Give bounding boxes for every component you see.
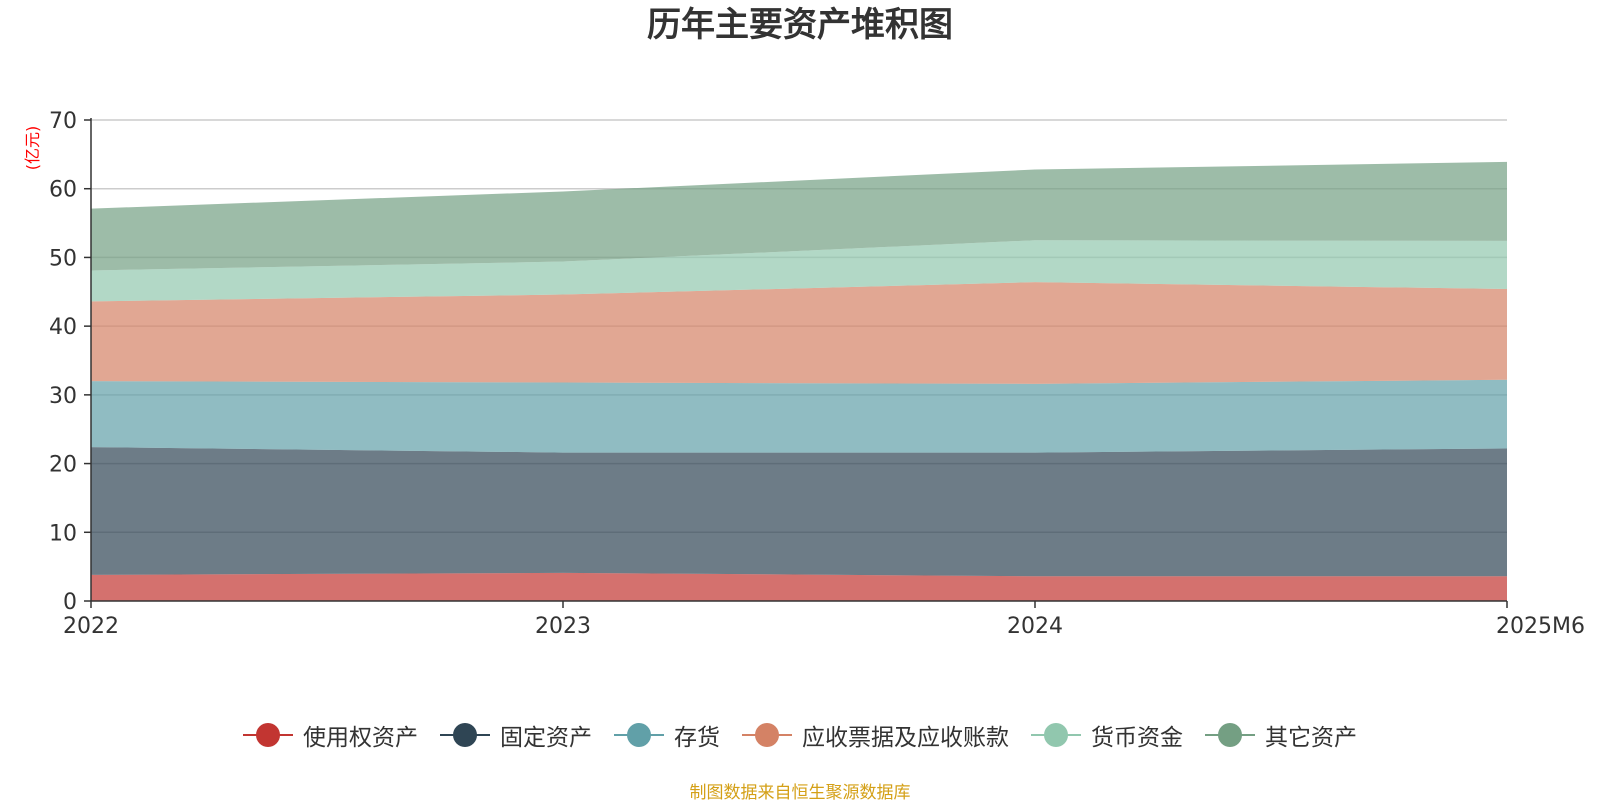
- area-应收票据及应收账款: [91, 282, 1507, 384]
- legend-item[interactable]: 存货: [614, 718, 720, 752]
- legend-item[interactable]: 应收票据及应收账款: [742, 718, 1009, 752]
- legend-marker-icon: [742, 723, 792, 747]
- legend: 使用权资产 固定资产 存货 应收票据及应收账款 货币资金 其它资产: [0, 718, 1600, 752]
- legend-marker-icon: [614, 723, 664, 747]
- legend-item[interactable]: 其它资产: [1205, 718, 1357, 752]
- x-tick-label: 2023: [535, 614, 591, 639]
- x-tick-label: 2022: [63, 614, 119, 639]
- area-存货: [91, 379, 1507, 453]
- x-tick-label: 2024: [1007, 614, 1063, 639]
- y-tick-label: 70: [49, 109, 77, 134]
- area-series: [91, 161, 1507, 601]
- legend-marker-icon: [440, 723, 490, 747]
- axes: 0 10 20 30 40 50 60 70 2022 2023 2024 2025M6: [49, 109, 1585, 639]
- chart-title: 历年主要资产堆积图: [647, 5, 953, 45]
- legend-marker-icon: [1205, 723, 1255, 747]
- legend-label: 使用权资产: [303, 725, 418, 751]
- y-tick-label: 20: [49, 453, 77, 478]
- legend-label: 货币资金: [1091, 725, 1183, 751]
- y-tick-label: 60: [49, 178, 77, 203]
- area-固定资产: [91, 447, 1507, 577]
- x-tick-label: 2025M6: [1496, 614, 1585, 639]
- legend-label: 固定资产: [500, 725, 592, 751]
- legend-label: 存货: [674, 725, 720, 751]
- y-tick-label: 10: [49, 521, 77, 546]
- y-axis-unit-label: (亿元): [23, 126, 42, 171]
- area-使用权资产: [91, 572, 1507, 601]
- stacked-area-chart: 0 10 20 30 40 50 60 70 2022 2023 2024 2025M6 (亿元): [23, 109, 1585, 639]
- data-source-note: 制图数据来自恒生聚源数据库: [689, 783, 911, 803]
- area-货币资金: [91, 240, 1507, 302]
- legend-item[interactable]: 货币资金: [1031, 718, 1183, 752]
- legend-item[interactable]: 固定资产: [440, 718, 592, 752]
- y-tick-label: 30: [49, 384, 77, 409]
- legend-label: 应收票据及应收账款: [802, 725, 1009, 751]
- legend-marker-icon: [243, 723, 293, 747]
- area-其它资产: [91, 161, 1507, 271]
- legend-marker-icon: [1031, 723, 1081, 747]
- legend-item[interactable]: 使用权资产: [243, 718, 418, 752]
- legend-label: 其它资产: [1265, 725, 1357, 751]
- y-tick-label: 50: [49, 246, 77, 271]
- y-tick-label: 40: [49, 315, 77, 340]
- y-tick-label: 0: [63, 590, 77, 615]
